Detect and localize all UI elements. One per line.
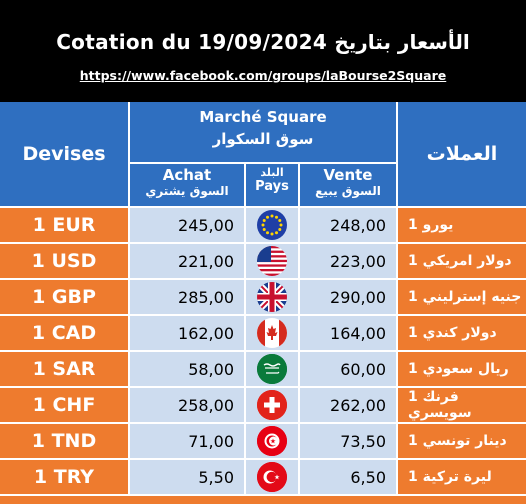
flag-cell	[246, 316, 298, 350]
currency-code: 1 USD	[0, 244, 128, 278]
achat-value: 285,00	[130, 280, 244, 314]
bottom-band	[0, 496, 526, 504]
turkey-flag-icon	[257, 462, 287, 492]
flag-cell	[246, 352, 298, 386]
pays-header-ar: البلد	[260, 166, 284, 179]
currency-code: 1 TND	[0, 424, 128, 458]
flag-cell	[246, 208, 298, 242]
market-header: Marché Square سوق السكوار	[130, 102, 396, 162]
achat-value: 58,00	[130, 352, 244, 386]
achat-header-ar: السوق يشتري	[145, 184, 229, 198]
arabic-currency-name: 1 دولار امريكي	[398, 244, 526, 278]
flag-cell	[246, 424, 298, 458]
vente-header: Vente السوق يبيع	[300, 164, 396, 206]
facebook-group-link[interactable]: https://www.facebook.com/groups/laBourse…	[79, 68, 447, 83]
arabic-currency-name: 1 يورو	[398, 208, 526, 242]
arabic-currencies-header: العملات	[398, 102, 526, 206]
devises-header-label: Devises	[22, 143, 106, 165]
arabic-currency-name: 1 دولار كندي	[398, 316, 526, 350]
flag-cell	[246, 280, 298, 314]
vente-value: 164,00	[300, 316, 396, 350]
achat-value: 71,00	[130, 424, 244, 458]
saudi-flag-icon	[257, 354, 287, 384]
currency-code: 1 GBP	[0, 280, 128, 314]
swiss-flag-icon	[257, 390, 287, 420]
market-header-ar: سوق السكوار	[212, 130, 314, 148]
rates-table: Devises Marché Square سوق السكوار Achat …	[0, 102, 526, 504]
vente-value: 262,00	[300, 388, 396, 422]
devises-header: Devises	[0, 102, 128, 206]
currency-code: 1 EUR	[0, 208, 128, 242]
achat-value: 245,00	[130, 208, 244, 242]
market-header-fr: Marché Square	[199, 108, 327, 126]
vente-value: 223,00	[300, 244, 396, 278]
currency-code: 1 CAD	[0, 316, 128, 350]
us-flag-icon	[257, 246, 287, 276]
eu-flag-icon	[257, 210, 287, 240]
page-title: Cotation du 19/09/2024 الأسعار بتاريخ	[56, 30, 470, 54]
vente-value: 6,50	[300, 460, 396, 494]
achat-header: Achat السوق يشتري	[130, 164, 244, 206]
arabic-currency-name: 1 دينار تونسي	[398, 424, 526, 458]
achat-value: 5,50	[130, 460, 244, 494]
arabic-currency-name: 1 جنيه إسترليني	[398, 280, 526, 314]
tunisia-flag-icon	[257, 426, 287, 456]
vente-value: 248,00	[300, 208, 396, 242]
vente-value: 290,00	[300, 280, 396, 314]
flag-cell	[246, 388, 298, 422]
page-header: Cotation du 19/09/2024 الأسعار بتاريخ ht…	[0, 0, 526, 102]
achat-value: 162,00	[130, 316, 244, 350]
arabic-currency-name: 1 ليرة تركية	[398, 460, 526, 494]
vente-value: 60,00	[300, 352, 396, 386]
arabic-currencies-label: العملات	[426, 143, 498, 165]
currency-code: 1 TRY	[0, 460, 128, 494]
currency-code: 1 SAR	[0, 352, 128, 386]
vente-header-ar: السوق يبيع	[315, 184, 381, 198]
arabic-currency-name: 1 فرنك سويسري	[398, 388, 526, 422]
flag-cell	[246, 244, 298, 278]
achat-header-fr: Achat	[162, 166, 212, 184]
achat-value: 221,00	[130, 244, 244, 278]
canada-flag-icon	[257, 318, 287, 348]
vente-header-fr: Vente	[323, 166, 373, 184]
currency-code: 1 CHF	[0, 388, 128, 422]
pays-header-fr: Pays	[255, 179, 289, 194]
vente-value: 73,50	[300, 424, 396, 458]
uk-flag-icon	[257, 282, 287, 312]
arabic-currency-name: 1 ريال سعودي	[398, 352, 526, 386]
achat-value: 258,00	[130, 388, 244, 422]
flag-cell	[246, 460, 298, 494]
pays-header: البلد Pays	[246, 164, 298, 206]
